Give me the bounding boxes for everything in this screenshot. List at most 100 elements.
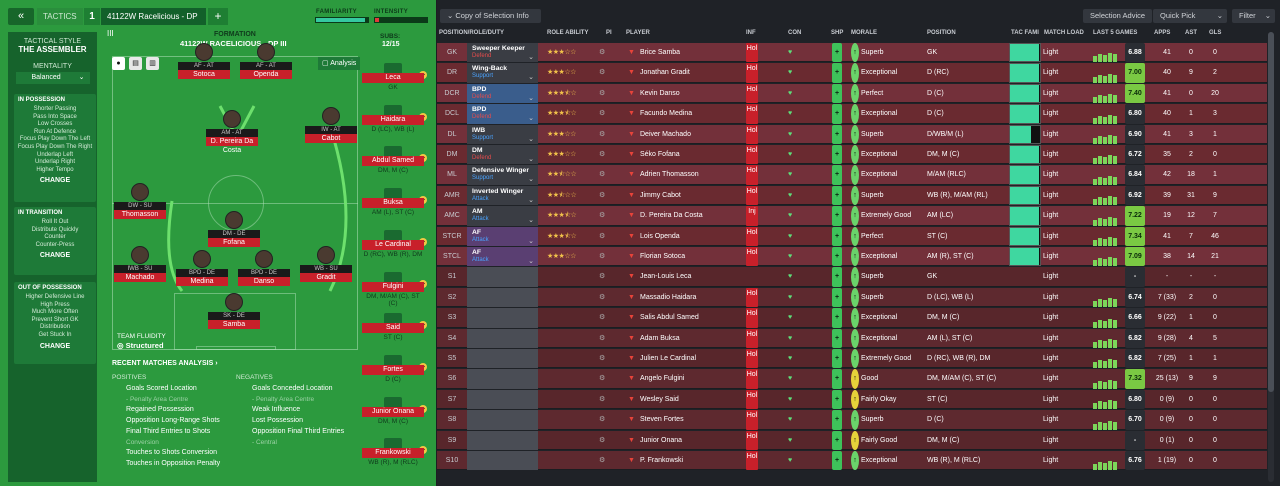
player-name[interactable]: D. Pereira Da Costa xyxy=(640,212,703,220)
style-value[interactable]: THE ASSEMBLER xyxy=(18,45,87,54)
table-row[interactable]: S5 ⚙ ▼ Julien Le Cardinal Hol ♥ + ↑ Extremely Go… xyxy=(437,349,1267,369)
info-badge[interactable]: Hol xyxy=(746,124,758,144)
pi-icon[interactable]: ⚙ xyxy=(599,416,606,424)
info-badge[interactable]: Hol xyxy=(746,247,758,267)
info-badge[interactable]: Hol xyxy=(746,145,758,165)
table-scrollbar[interactable] xyxy=(1268,32,1274,482)
chevron-down-icon[interactable]: ⌄ xyxy=(528,237,534,245)
player-name[interactable]: Jonathan Gradit xyxy=(640,69,690,77)
player-name[interactable]: Brice Samba xyxy=(640,49,681,56)
table-row[interactable]: S3 ⚙ ▼ Salis Abdul Samed Hol ♥ + ↑ Exceptional DM… xyxy=(437,308,1267,328)
role-duty-cell[interactable] xyxy=(467,328,538,348)
chevron-down-icon[interactable]: ⌄ xyxy=(528,74,534,82)
player-name[interactable]: Adrien Thomasson xyxy=(640,171,699,179)
info-badge[interactable]: Hol xyxy=(746,389,758,410)
pi-icon[interactable]: ⚙ xyxy=(599,110,606,118)
pi-icon[interactable]: ⚙ xyxy=(599,89,606,97)
role-duty-cell[interactable]: Inverted Winger Attack ⌄ xyxy=(467,185,538,206)
pi-icon[interactable]: ⚙ xyxy=(599,191,606,199)
pitch-player[interactable]: BPD - DE Medina xyxy=(176,250,228,298)
role-duty-cell[interactable]: AF Attack ⌄ xyxy=(467,226,538,246)
bars-view-icon[interactable]: ▥ xyxy=(146,57,159,70)
player-name[interactable]: Jean-Louis Leca xyxy=(640,273,692,281)
info-badge[interactable]: Hol xyxy=(746,43,758,63)
pi-icon[interactable]: ⚙ xyxy=(599,130,606,138)
pitch-player[interactable]: AF - AT Openda xyxy=(240,43,292,91)
info-badge[interactable]: Hol xyxy=(746,410,758,430)
column-header[interactable]: LAST 5 GAMES xyxy=(1093,30,1138,36)
column-header[interactable]: CON xyxy=(788,30,802,36)
player-name[interactable]: Florian Sotoca xyxy=(640,253,686,260)
back-button[interactable]: « xyxy=(8,8,34,25)
table-row[interactable]: S7 ⚙ ▼ Wesley Said Hol ♥ + ↑ Fairly Okay ST (C) Li… xyxy=(437,389,1267,410)
role-duty-cell[interactable] xyxy=(467,267,538,287)
role-duty-cell[interactable]: Defensive Winger Support ⌄ xyxy=(467,165,538,185)
role-duty-cell[interactable] xyxy=(467,287,538,308)
column-header[interactable]: AST xyxy=(1185,30,1197,36)
player-name[interactable]: Steven Fortes xyxy=(640,416,684,424)
column-header[interactable]: GLS xyxy=(1209,30,1222,36)
tactic-selector[interactable]: 41122W Racelicious - DP III xyxy=(101,8,206,38)
table-row[interactable]: GK Sweeper Keeper Defend ⌄ ★★★☆☆ ⚙ ▼ Brice Samb… xyxy=(437,43,1267,63)
chevron-down-icon[interactable]: ⌄ xyxy=(528,115,534,123)
mentality-select[interactable]: Balanced ⌄ xyxy=(15,72,90,84)
chevron-down-icon[interactable]: ⌄ xyxy=(528,135,534,143)
recent-matches-title[interactable]: RECENT MATCHES ANALYSIS › xyxy=(112,360,218,367)
pi-icon[interactable]: ⚙ xyxy=(599,151,606,158)
role-duty-cell[interactable]: AF Attack ⌄ xyxy=(467,247,538,267)
pitch-view-icon[interactable]: ● xyxy=(112,57,125,70)
role-duty-cell[interactable] xyxy=(467,451,538,471)
player-name[interactable]: Angelo Fulgini xyxy=(640,375,685,383)
table-row[interactable]: STCR AF Attack ⌄ ★★★⯪☆ ⚙ ▼ Lois Openda Hol ♥ + ↑ Per… xyxy=(437,226,1267,246)
pitch-player[interactable]: AF - AT Sotoca xyxy=(178,43,230,91)
info-badge[interactable]: Hol xyxy=(746,63,758,83)
pi-icon[interactable]: ⚙ xyxy=(599,457,606,464)
info-badge[interactable]: Hol xyxy=(746,104,758,124)
selection-advice-button[interactable]: Selection Advice xyxy=(1083,9,1153,23)
pi-icon[interactable]: ⚙ xyxy=(599,253,606,260)
list-view-icon[interactable]: ▤ xyxy=(129,57,142,70)
chevron-down-icon[interactable]: ⌄ xyxy=(528,94,534,102)
column-header[interactable]: TAC FAMI xyxy=(1011,30,1039,36)
role-duty-cell[interactable]: DM Defend ⌄ xyxy=(467,145,538,165)
info-badge[interactable]: Hol xyxy=(746,226,758,246)
chevron-down-icon[interactable]: ⌄ xyxy=(528,217,534,225)
table-row[interactable]: S8 ⚙ ▼ Steven Fortes Hol ♥ + ↑ Superb D (C) Light 6… xyxy=(437,410,1267,430)
pi-icon[interactable]: ⚙ xyxy=(599,49,606,56)
info-badge[interactable]: Hol xyxy=(746,185,758,206)
role-duty-cell[interactable]: Wing-Back Support ⌄ xyxy=(467,63,538,83)
role-duty-cell[interactable] xyxy=(467,389,538,410)
table-row[interactable]: DCR BPD Defend ⌄ ★★★⯪☆ ⚙ ▼ Kevin Danso Hol ♥ + ↑ Per… xyxy=(437,83,1267,104)
chevron-down-icon[interactable]: ⌄ xyxy=(528,54,534,61)
table-row[interactable]: STCL AF Attack ⌄ ★★★☆☆ ⚙ ▼ Florian Sotoca Hol ♥ + ↑… xyxy=(437,247,1267,267)
pi-icon[interactable]: ⚙ xyxy=(599,395,606,403)
chevron-down-icon[interactable]: ⌄ xyxy=(528,196,534,204)
role-duty-cell[interactable] xyxy=(467,410,538,430)
in-transition-change-button[interactable]: CHANGE xyxy=(39,252,71,260)
player-name[interactable]: Wesley Said xyxy=(640,395,679,403)
role-duty-cell[interactable]: IWB Support ⌄ xyxy=(467,124,538,144)
filter-button[interactable]: Filter ⌄ xyxy=(1232,9,1275,23)
pitch-player[interactable]: DW - SU Thomasson xyxy=(114,183,166,231)
player-name[interactable]: Facundo Medina xyxy=(640,110,693,118)
copy-selection-dropdown[interactable]: ⌄ Copy of Selection Info xyxy=(440,9,541,23)
player-name[interactable]: Kevin Danso xyxy=(640,89,680,97)
info-badge[interactable]: Hol xyxy=(746,328,758,348)
player-name[interactable]: Junior Onana xyxy=(640,436,683,444)
pi-icon[interactable]: ⚙ xyxy=(599,232,606,240)
pitch-player[interactable]: DM - DE Fofana xyxy=(208,211,260,259)
in-possession-change-button[interactable]: CHANGE xyxy=(39,177,71,185)
info-badge[interactable]: Hol xyxy=(746,83,758,104)
out-of-possession-change-button[interactable]: CHANGE xyxy=(39,342,71,350)
table-row[interactable]: AMC AM Attack ⌄ ★★★⯪☆ ⚙ ▼ D. Pereira Da Costa In… xyxy=(437,206,1267,226)
pitch-player[interactable]: BPD - DE Danso xyxy=(238,250,290,298)
column-header[interactable]: PI xyxy=(606,30,612,36)
tab-tactics[interactable]: TACTICS xyxy=(37,8,83,25)
role-duty-cell[interactable]: Sweeper Keeper Defend ⌄ xyxy=(467,43,538,63)
quick-pick-button[interactable]: Quick Pick ⌄ xyxy=(1153,9,1227,23)
info-badge[interactable]: Hol xyxy=(746,308,758,328)
chevron-down-icon[interactable]: ⌄ xyxy=(528,258,534,265)
